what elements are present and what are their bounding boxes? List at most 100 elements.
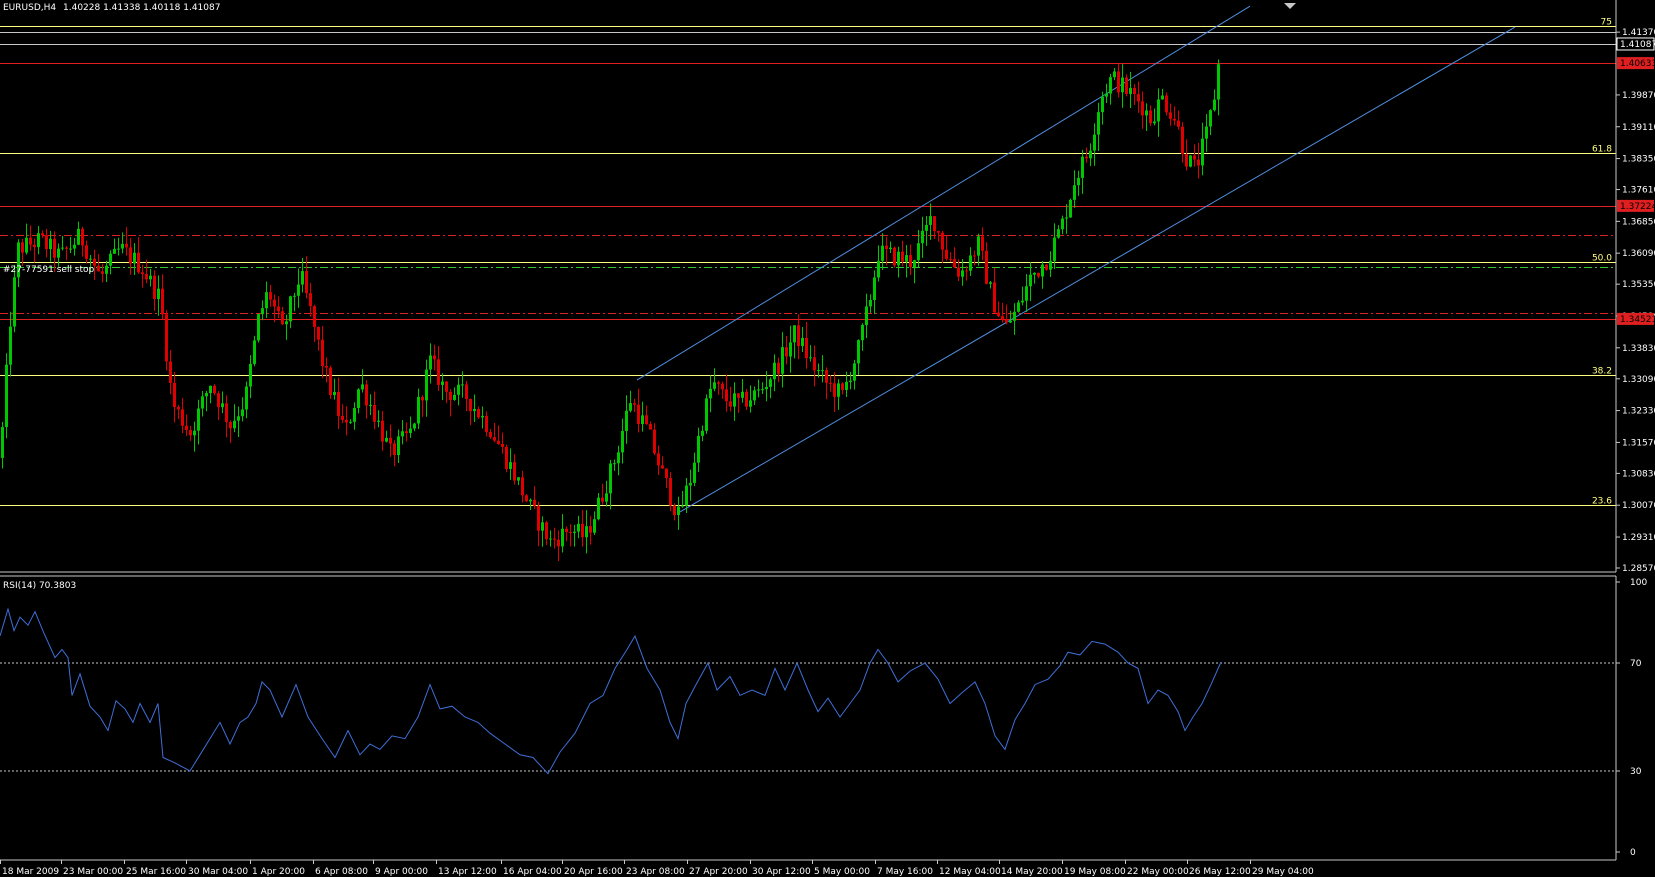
fibo-retracement: 75 61.8 50.0 38.2 23.6 xyxy=(0,18,1616,507)
bear-candle xyxy=(141,272,144,275)
time-tick-label: 18 Mar 2009 xyxy=(2,867,59,877)
price-tag-label: 1.41087 xyxy=(1620,40,1655,50)
bear-candle xyxy=(725,389,728,402)
bull-candle xyxy=(821,370,824,372)
bear-candle xyxy=(277,306,280,312)
price-tick-label: 1.31570 xyxy=(1622,438,1655,448)
bull-candle xyxy=(9,326,12,365)
bull-candle xyxy=(1029,274,1032,287)
bull-candle xyxy=(697,435,700,463)
bear-candle xyxy=(993,282,996,313)
bear-candle xyxy=(797,325,800,347)
price-tick-label: 1.38350 xyxy=(1622,155,1655,165)
bull-candle xyxy=(1129,87,1132,94)
cursor-marker-icon xyxy=(1284,3,1296,9)
bull-candle xyxy=(769,379,772,387)
price-tag-box xyxy=(1617,57,1654,70)
bull-candle xyxy=(285,321,288,325)
bear-candle xyxy=(181,409,184,426)
bear-candle xyxy=(185,425,188,431)
bull-candle xyxy=(593,519,596,533)
bear-candle xyxy=(513,462,516,481)
bear-candle xyxy=(581,523,584,538)
bear-candle xyxy=(721,383,724,390)
rsi-levels xyxy=(0,662,1616,772)
bull-candle xyxy=(301,271,304,285)
bear-candle xyxy=(1169,112,1172,119)
order-label[interactable]: #27-77591 sell stop xyxy=(3,265,95,275)
bull-candle xyxy=(685,485,688,506)
bear-candle xyxy=(569,532,572,534)
bear-candle xyxy=(525,495,528,502)
bear-candle xyxy=(321,339,324,367)
bear-candle xyxy=(665,468,668,478)
bull-candle xyxy=(237,416,240,421)
bull-candle xyxy=(1053,237,1056,261)
bull-candle xyxy=(709,388,712,399)
bear-candle xyxy=(645,415,648,425)
time-tick-label: 30 Mar 04:00 xyxy=(188,867,248,877)
bull-candle xyxy=(621,431,624,453)
bull-candle xyxy=(1013,311,1016,321)
time-tick-label: 16 Apr 04:00 xyxy=(503,867,562,877)
bear-candle xyxy=(101,271,104,274)
bull-candle xyxy=(1153,121,1156,124)
bull-candle xyxy=(961,270,964,277)
bear-candle xyxy=(1185,154,1188,167)
bull-candle xyxy=(609,463,612,494)
bear-candle xyxy=(1177,120,1180,127)
bull-candle xyxy=(297,284,300,296)
bull-candle xyxy=(869,300,872,307)
bull-candle xyxy=(561,528,564,547)
bull-candle xyxy=(701,430,704,436)
bear-candle xyxy=(973,255,976,257)
bear-candle xyxy=(833,383,836,397)
bull-candle xyxy=(113,248,116,254)
fibo-level-label: 75 xyxy=(1601,18,1612,28)
bear-candle xyxy=(465,384,468,399)
bull-candle xyxy=(765,386,768,390)
bear-candle xyxy=(893,247,896,266)
bull-candle xyxy=(293,295,296,297)
time-tick-label: 23 Mar 00:00 xyxy=(63,867,123,877)
ohlc-label: 1.40228 1.41338 1.40118 1.41087 xyxy=(63,3,220,13)
bull-candle xyxy=(573,531,576,533)
bull-candle xyxy=(73,244,76,249)
bull-candle xyxy=(241,409,244,417)
bull-candle xyxy=(605,493,608,502)
bull-candle xyxy=(69,248,72,250)
bear-candle xyxy=(521,477,524,496)
price-tag-label: 1.34521 xyxy=(1620,315,1655,325)
bull-candle xyxy=(201,396,204,409)
bear-candle xyxy=(1117,71,1120,93)
bull-candle xyxy=(773,362,776,380)
bull-candle xyxy=(925,224,928,231)
bull-candle xyxy=(541,522,544,531)
bear-candle xyxy=(777,362,780,374)
bull-candle xyxy=(157,288,160,300)
time-tick-label: 30 Apr 12:00 xyxy=(752,867,811,877)
bear-candle xyxy=(965,270,968,272)
price-tick-label: 1.30070 xyxy=(1622,501,1655,511)
bear-candle xyxy=(373,404,376,422)
bear-candle xyxy=(437,359,440,385)
bear-candle xyxy=(1173,118,1176,121)
rsi-axis: 100 70 30 0 xyxy=(1616,578,1647,858)
bear-candle xyxy=(449,391,452,400)
price-tick-label: 1.36090 xyxy=(1622,249,1655,259)
bear-candle xyxy=(949,258,952,260)
bull-candle xyxy=(921,230,924,244)
bull-candle xyxy=(133,252,136,264)
bear-candle xyxy=(1165,95,1168,113)
bull-candle xyxy=(417,396,420,424)
bear-candle xyxy=(81,228,84,246)
fibo-level-label: 50.0 xyxy=(1592,254,1612,264)
bull-candle xyxy=(705,398,708,431)
horizontal-lines xyxy=(0,32,1616,320)
bull-candle xyxy=(897,251,900,266)
bull-candle xyxy=(5,364,8,428)
bull-candle xyxy=(1201,138,1204,166)
bear-candle xyxy=(557,539,560,547)
bear-candle xyxy=(829,382,832,384)
bull-candle xyxy=(757,389,760,391)
